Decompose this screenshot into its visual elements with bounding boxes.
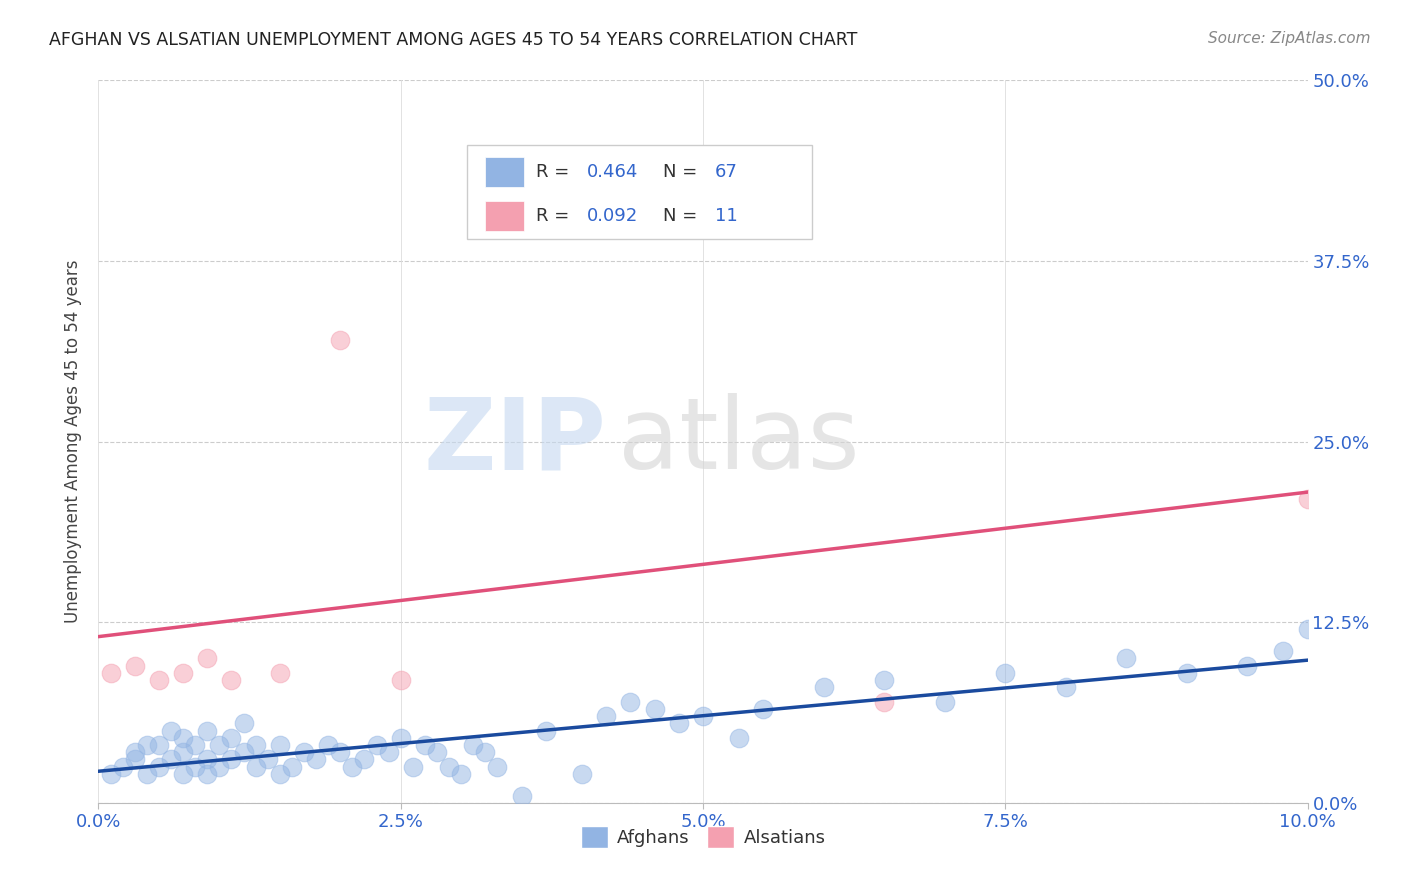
Point — [232, 745, 254, 759]
Point — [534, 723, 557, 738]
Point — [124, 752, 146, 766]
Point — [221, 752, 243, 766]
Text: R =: R = — [536, 162, 575, 180]
Point — [329, 745, 352, 759]
Point — [752, 702, 775, 716]
Point — [692, 709, 714, 723]
Point — [450, 767, 472, 781]
Point — [281, 760, 304, 774]
Point — [426, 745, 449, 759]
Point — [413, 738, 436, 752]
Text: AFGHAN VS ALSATIAN UNEMPLOYMENT AMONG AGES 45 TO 54 YEARS CORRELATION CHART: AFGHAN VS ALSATIAN UNEMPLOYMENT AMONG AG… — [49, 31, 858, 49]
Point — [148, 673, 170, 687]
Point — [668, 716, 690, 731]
Point — [100, 767, 122, 781]
Point — [595, 709, 617, 723]
Text: 0.092: 0.092 — [586, 207, 638, 225]
Text: N =: N = — [664, 162, 703, 180]
Point — [269, 767, 291, 781]
Point — [377, 745, 399, 759]
Point — [813, 680, 835, 694]
Point — [402, 760, 425, 774]
Point — [172, 767, 194, 781]
Point — [342, 760, 364, 774]
Point — [208, 738, 231, 752]
Point — [353, 752, 375, 766]
Point — [619, 695, 641, 709]
Point — [1272, 644, 1295, 658]
Point — [292, 745, 315, 759]
Point — [873, 695, 896, 709]
Point — [232, 716, 254, 731]
Point — [184, 760, 207, 774]
Point — [135, 767, 157, 781]
Point — [124, 745, 146, 759]
Point — [1115, 651, 1137, 665]
Point — [172, 745, 194, 759]
Point — [221, 673, 243, 687]
Text: 11: 11 — [716, 207, 738, 225]
Point — [221, 731, 243, 745]
Text: atlas: atlas — [619, 393, 860, 490]
Point — [160, 752, 183, 766]
Point — [389, 673, 412, 687]
Point — [100, 665, 122, 680]
Point — [486, 760, 509, 774]
Point — [195, 767, 218, 781]
Point — [474, 745, 496, 759]
Point — [184, 738, 207, 752]
Point — [644, 702, 666, 716]
Point — [160, 723, 183, 738]
Point — [256, 752, 278, 766]
Point — [111, 760, 134, 774]
Point — [172, 665, 194, 680]
Point — [366, 738, 388, 752]
Point — [728, 731, 751, 745]
Text: 67: 67 — [716, 162, 738, 180]
Point — [437, 760, 460, 774]
Point — [148, 760, 170, 774]
Point — [463, 738, 485, 752]
Point — [245, 760, 267, 774]
Point — [195, 752, 218, 766]
Point — [1175, 665, 1198, 680]
Text: 0.464: 0.464 — [586, 162, 638, 180]
Point — [148, 738, 170, 752]
Point — [316, 738, 339, 752]
Bar — [485, 201, 524, 231]
Legend: Afghans, Alsatians: Afghans, Alsatians — [574, 819, 832, 855]
Point — [208, 760, 231, 774]
Text: N =: N = — [664, 207, 703, 225]
Point — [510, 789, 533, 803]
Point — [1296, 623, 1319, 637]
Point — [135, 738, 157, 752]
FancyBboxPatch shape — [467, 145, 811, 239]
Point — [269, 665, 291, 680]
Point — [124, 658, 146, 673]
Point — [305, 752, 328, 766]
Point — [1296, 492, 1319, 507]
Y-axis label: Unemployment Among Ages 45 to 54 years: Unemployment Among Ages 45 to 54 years — [65, 260, 83, 624]
Point — [1054, 680, 1077, 694]
Point — [172, 731, 194, 745]
Point — [329, 334, 352, 348]
Point — [195, 723, 218, 738]
Point — [571, 767, 593, 781]
Point — [1236, 658, 1258, 673]
Point — [873, 673, 896, 687]
Bar — [485, 157, 524, 186]
Point — [269, 738, 291, 752]
Point — [934, 695, 956, 709]
Point — [245, 738, 267, 752]
Point — [389, 731, 412, 745]
Text: R =: R = — [536, 207, 575, 225]
Text: Source: ZipAtlas.com: Source: ZipAtlas.com — [1208, 31, 1371, 46]
Point — [195, 651, 218, 665]
Text: ZIP: ZIP — [423, 393, 606, 490]
Point — [994, 665, 1017, 680]
